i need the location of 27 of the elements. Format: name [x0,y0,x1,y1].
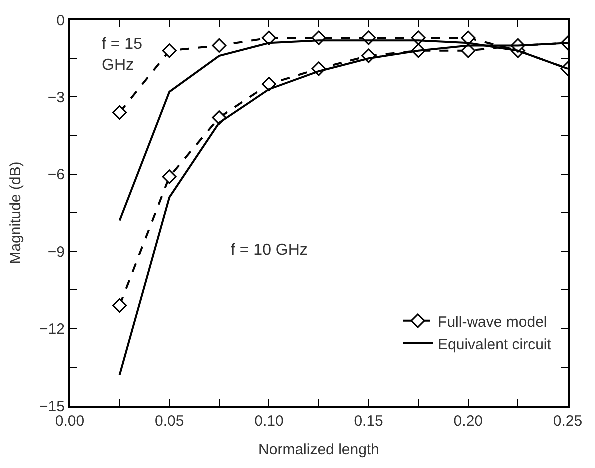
x-tick-label: 0.20 [454,413,483,430]
annotation: f = 15 GHz [102,36,143,74]
y-tick-label: −9 [48,244,65,261]
point [461,44,476,58]
legend-label: Full-wave model [438,314,548,331]
point [262,77,276,92]
x-tick-label: 0.15 [354,413,384,430]
x-tick-label: 0.00 [55,413,85,430]
legend-label: Equivalent circuit [438,336,552,354]
point [162,44,177,58]
point [461,30,476,46]
x-tick-label: 0.05 [155,413,184,430]
y-tick-label: −3 [48,89,65,106]
point [212,38,227,53]
y-tick-label: −12 [40,321,65,338]
point [112,298,128,313]
y-tick-label: −15 [40,398,65,416]
x-tick-label: 0.25 [553,413,583,430]
point [162,170,177,184]
x-tick-label: 0.10 [254,413,284,430]
point [262,30,276,46]
annotation: f = 10 GHz [231,242,308,259]
y-tick-label: −6 [48,166,65,184]
y-tick-label: 0 [56,12,65,30]
x-axis-title: Normalized length [258,442,380,458]
point [112,105,128,120]
y-axis-title: Magnitude (dB) [7,162,24,264]
